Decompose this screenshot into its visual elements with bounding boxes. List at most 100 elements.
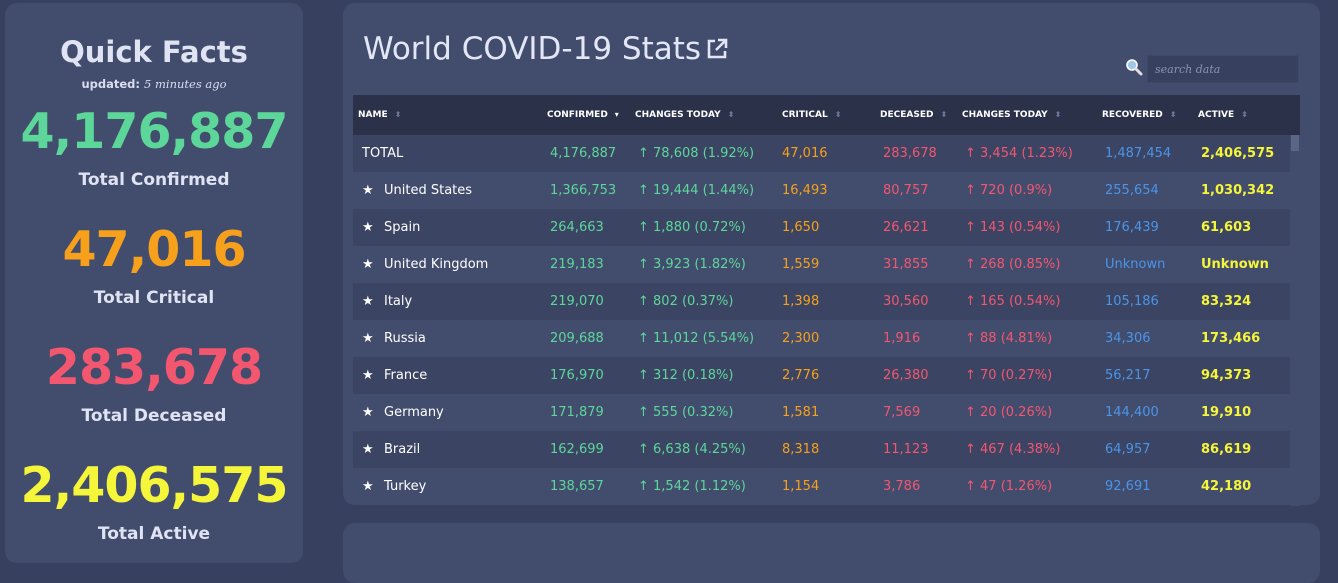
- column-header-label: CHANGES TODAY: [635, 110, 721, 120]
- active-cell: 19,910: [1198, 394, 1300, 431]
- country-name-cell: ★ United Kingdom: [353, 246, 542, 283]
- sort-arrows-icon[interactable]: ⬍: [1241, 110, 1248, 119]
- table-row[interactable]: ★ Russia 209,688 ↑ 11,012 (5.54%) 2,300 1,916…: [353, 320, 1300, 357]
- column-header-recovered[interactable]: RECOVERED ⬍: [1102, 95, 1198, 135]
- critical-cell: 1,559: [782, 246, 880, 283]
- country-name-cell: ★ Germany: [353, 394, 542, 431]
- star-icon[interactable]: ★: [362, 405, 374, 420]
- column-header-critical[interactable]: CRITICAL ⬍: [782, 95, 880, 135]
- active-cell: 173,466: [1198, 320, 1300, 357]
- table-row[interactable]: ★ Spain 264,663 ↑ 1,880 (0.72%) 1,650 26,621 ↑…: [353, 209, 1300, 246]
- table-row[interactable]: ★ United States 1,366,753 ↑ 19,444 (1.44%) 1…: [353, 172, 1300, 209]
- stats-table: NAME ⬍ CONFIRMED ▾ CHANGES TODAY ⬍ CRITICAL ⬍ DE…: [353, 95, 1300, 505]
- deceased-change-cell: ↑ 467 (4.38%): [962, 431, 1102, 468]
- active-cell: 42,180: [1198, 468, 1300, 505]
- search-input[interactable]: [1147, 55, 1299, 83]
- sort-arrows-icon[interactable]: ⬍: [1169, 110, 1177, 119]
- column-header-confirmed-change[interactable]: CHANGES TODAY ⬍: [635, 95, 782, 135]
- confirmed-change-cell: ↑ 11,012 (5.54%): [635, 320, 782, 357]
- recovered-cell: 56,217: [1102, 357, 1198, 394]
- star-icon[interactable]: ★: [362, 257, 374, 272]
- star-icon[interactable]: ★: [362, 368, 374, 383]
- confirmed-change-cell: ↑ 802 (0.37%): [635, 283, 782, 320]
- external-link-icon[interactable]: [705, 33, 729, 69]
- star-icon[interactable]: ★: [362, 442, 374, 457]
- confirmed-cell: 209,688: [542, 320, 635, 357]
- table-row[interactable]: ★ Germany 171,879 ↑ 555 (0.32%) 1,581 7,569 ↑ …: [353, 394, 1300, 431]
- table-row[interactable]: ★ Brazil 162,699 ↑ 6,638 (4.25%) 8,318 11,123…: [353, 431, 1300, 468]
- recovered-cell: 255,654: [1102, 172, 1198, 209]
- critical-cell: 2,300: [782, 320, 880, 357]
- star-icon[interactable]: ★: [362, 294, 374, 309]
- active-cell: 94,373: [1198, 357, 1300, 394]
- table-row[interactable]: ★ Turkey 138,657 ↑ 1,542 (1.12%) 1,154 3,786 ↑…: [353, 468, 1300, 505]
- confirmed-change-cell: ↑ 19,444 (1.44%): [635, 172, 782, 209]
- deceased-change-cell: ↑ 47 (1.26%): [962, 468, 1102, 505]
- table-row[interactable]: ★ France 176,970 ↑ 312 (0.18%) 2,776 26,380 ↑ …: [353, 357, 1300, 394]
- confirmed-cell: 176,970: [542, 357, 635, 394]
- recovered-cell: 105,186: [1102, 283, 1198, 320]
- column-header-deceased-change[interactable]: CHANGES TODAY ⬍: [962, 95, 1102, 135]
- table-header-row: NAME ⬍ CONFIRMED ▾ CHANGES TODAY ⬍ CRITICAL ⬍ DE…: [353, 95, 1300, 135]
- deceased-cell: 11,123: [880, 431, 962, 468]
- world-stats-panel: World COVID-19 Stats NAME ⬍ CONFIRMED ▾ CHAN…: [343, 3, 1320, 506]
- sort-arrows-icon[interactable]: ⬍: [940, 110, 948, 119]
- deceased-change-cell: ↑ 88 (4.81%): [962, 320, 1102, 357]
- country-name-cell: TOTAL: [353, 135, 542, 172]
- sort-arrows-icon[interactable]: ⬍: [1054, 110, 1062, 119]
- star-icon[interactable]: ★: [362, 220, 374, 235]
- table-row[interactable]: ★ United Kingdom 219,183 ↑ 3,923 (1.82%) 1,5…: [353, 246, 1300, 283]
- critical-cell: 47,016: [782, 135, 880, 172]
- confirmed-cell: 171,879: [542, 394, 635, 431]
- column-header-name[interactable]: NAME ⬍: [353, 95, 542, 135]
- country-name: Italy: [384, 294, 413, 309]
- critical-cell: 1,154: [782, 468, 880, 505]
- recovered-cell: 1,487,454: [1102, 135, 1198, 172]
- column-header-label: CRITICAL: [782, 110, 828, 120]
- table-row[interactable]: ★ Italy 219,070 ↑ 802 (0.37%) 1,398 30,560 ↑ 1…: [353, 283, 1300, 320]
- total-critical-value: 47,016: [62, 221, 246, 278]
- critical-cell: 2,776: [782, 357, 880, 394]
- confirmed-change-cell: ↑ 1,542 (1.12%): [635, 468, 782, 505]
- star-icon[interactable]: ★: [362, 331, 374, 346]
- active-cell: 83,324: [1198, 283, 1300, 320]
- country-name: United Kingdom: [384, 257, 489, 272]
- confirmed-change-cell: ↑ 6,638 (4.25%): [635, 431, 782, 468]
- country-name: Spain: [384, 220, 421, 235]
- active-cell: Unknown: [1198, 246, 1300, 283]
- star-icon[interactable]: ★: [362, 183, 374, 198]
- table-body: TOTAL 4,176,887 ↑ 78,608 (1.92%) 47,016 283,…: [353, 135, 1300, 505]
- confirmed-cell: 138,657: [542, 468, 635, 505]
- country-name: France: [384, 368, 428, 383]
- table-scrollbar-thumb[interactable]: [1291, 135, 1299, 151]
- updated-value: 5 minutes ago: [144, 77, 227, 91]
- deceased-cell: 3,786: [880, 468, 962, 505]
- country-name-cell: ★ United States: [353, 172, 542, 209]
- deceased-change-cell: ↑ 70 (0.27%): [962, 357, 1102, 394]
- total-critical-label: Total Critical: [93, 288, 215, 308]
- total-active-value: 2,406,575: [20, 457, 289, 514]
- deceased-change-cell: ↑ 268 (0.85%): [962, 246, 1102, 283]
- table-row[interactable]: TOTAL 4,176,887 ↑ 78,608 (1.92%) 47,016 283,…: [353, 135, 1300, 172]
- star-icon[interactable]: ★: [362, 479, 374, 494]
- table-scrollbar[interactable]: [1290, 135, 1300, 506]
- column-header-confirmed[interactable]: CONFIRMED ▾: [542, 95, 635, 135]
- sort-arrows-icon[interactable]: ⬍: [834, 110, 842, 119]
- country-name-cell: ★ Russia: [353, 320, 542, 357]
- country-name: Brazil: [384, 442, 421, 457]
- country-name-cell: ★ Spain: [353, 209, 542, 246]
- recovered-cell: 64,957: [1102, 431, 1198, 468]
- sort-arrows-icon[interactable]: ⬍: [394, 110, 402, 119]
- column-header-active[interactable]: ACTIVE ⬍: [1198, 95, 1300, 135]
- total-deceased-label: Total Deceased: [81, 406, 227, 426]
- recovered-cell: 92,691: [1102, 468, 1198, 505]
- country-name-cell: ★ Italy: [353, 283, 542, 320]
- sort-desc-icon[interactable]: ▾: [614, 110, 619, 119]
- sort-arrows-icon[interactable]: ⬍: [727, 110, 735, 119]
- country-name-cell: ★ Brazil: [353, 431, 542, 468]
- column-header-deceased[interactable]: DECEASED ⬍: [880, 95, 962, 135]
- active-cell: 2,406,575: [1198, 135, 1300, 172]
- total-active-label: Total Active: [97, 524, 211, 544]
- recovered-cell: 144,400: [1102, 394, 1198, 431]
- updated-timestamp: updated: 5 minutes ago: [5, 77, 303, 91]
